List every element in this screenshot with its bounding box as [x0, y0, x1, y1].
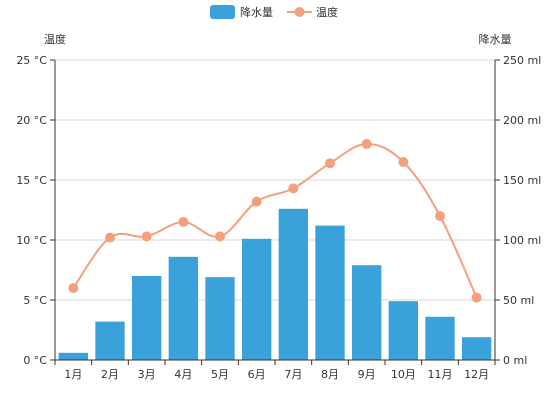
left-axis-tick-label: 10 °C — [16, 234, 47, 247]
temperature-point-4[interactable] — [178, 217, 189, 227]
legend-label-precipitation: 降水量 — [240, 5, 273, 19]
bar-precipitation-1[interactable] — [58, 352, 88, 360]
bar-precipitation-3[interactable] — [132, 276, 162, 360]
temperature-point-8[interactable] — [325, 158, 335, 169]
legend-marker-temperature — [294, 7, 305, 17]
temperature-point-2[interactable] — [105, 232, 115, 243]
bar-precipitation-6[interactable] — [242, 238, 272, 360]
x-axis-tick-label: 5月 — [211, 368, 229, 381]
left-axis-tick-label: 5 °C — [23, 294, 47, 307]
right-axis-tick-label: 0 ml — [503, 354, 527, 367]
temperature-line-group — [68, 139, 482, 303]
temperature-point-3[interactable] — [141, 231, 152, 242]
left-axis-tick-label: 25 °C — [16, 54, 47, 67]
temperature-point-11[interactable] — [435, 211, 445, 221]
legend[interactable]: 降水量 温度 — [210, 5, 338, 19]
x-axis-tick-label: 9月 — [358, 368, 376, 381]
legend-swatch-precipitation — [210, 5, 235, 19]
temperature-line — [72, 142, 478, 299]
temperature-point-12[interactable] — [471, 292, 482, 303]
left-axis-tick-label: 15 °C — [16, 174, 47, 187]
temperature-point-1[interactable] — [68, 283, 79, 293]
x-axis-tick-label: 2月 — [101, 368, 119, 381]
right-axis-tick-label: 150 ml — [503, 174, 541, 187]
bar-precipitation-2[interactable] — [95, 321, 125, 360]
temperature-point-10[interactable] — [398, 157, 409, 167]
right-axis-title: 降水量 — [479, 32, 512, 46]
legend-item-temperature[interactable]: 温度 — [287, 5, 338, 19]
x-axis-tick-label: 12月 — [464, 368, 489, 381]
right-axis-tick-label: 250 ml — [503, 54, 541, 67]
temperature-point-6[interactable] — [251, 196, 262, 207]
x-axis-tick-label: 6月 — [248, 368, 266, 381]
left-axis-tick-label: 0 °C — [23, 354, 47, 367]
grid-lines — [55, 59, 495, 301]
legend-label-temperature: 温度 — [316, 5, 338, 19]
bar-precipitation-7[interactable] — [278, 208, 308, 360]
right-axis-tick-label: 100 ml — [503, 234, 541, 247]
temperature-point-5[interactable] — [215, 231, 225, 242]
bars — [58, 208, 492, 360]
x-axis-tick-label: 10月 — [391, 368, 416, 381]
right-axis-tick-label: 200 ml — [503, 114, 541, 127]
x-axis-tick-label: 7月 — [284, 368, 302, 381]
x-axis-tick-label: 8月 — [321, 368, 339, 381]
temperature-point-7[interactable] — [288, 183, 299, 194]
x-axis-tick-label: 4月 — [174, 368, 192, 381]
bar-precipitation-10[interactable] — [388, 301, 418, 360]
bar-precipitation-4[interactable] — [168, 256, 198, 360]
temperature-point-9[interactable] — [361, 139, 372, 149]
left-axis-tick-label: 20 °C — [16, 114, 47, 127]
axes: 0 °C 5 °C 10 °C 15 °C 20 °C 25 °C 0 ml 50 ml 100… — [16, 54, 541, 381]
bar-precipitation-8[interactable] — [315, 225, 345, 360]
x-axis-tick-label: 1月 — [64, 368, 82, 381]
legend-item-precipitation[interactable]: 降水量 — [210, 5, 273, 19]
bar-precipitation-12[interactable] — [462, 337, 492, 360]
bar-precipitation-5[interactable] — [205, 277, 235, 360]
x-axis-tick-label: 11月 — [428, 368, 453, 381]
right-axis-tick-label: 50 ml — [503, 294, 534, 307]
bar-precipitation-11[interactable] — [425, 316, 455, 360]
x-axis-tick-label: 3月 — [138, 368, 156, 381]
bar-precipitation-9[interactable] — [352, 265, 382, 360]
left-axis-title: 温度 — [44, 32, 66, 46]
